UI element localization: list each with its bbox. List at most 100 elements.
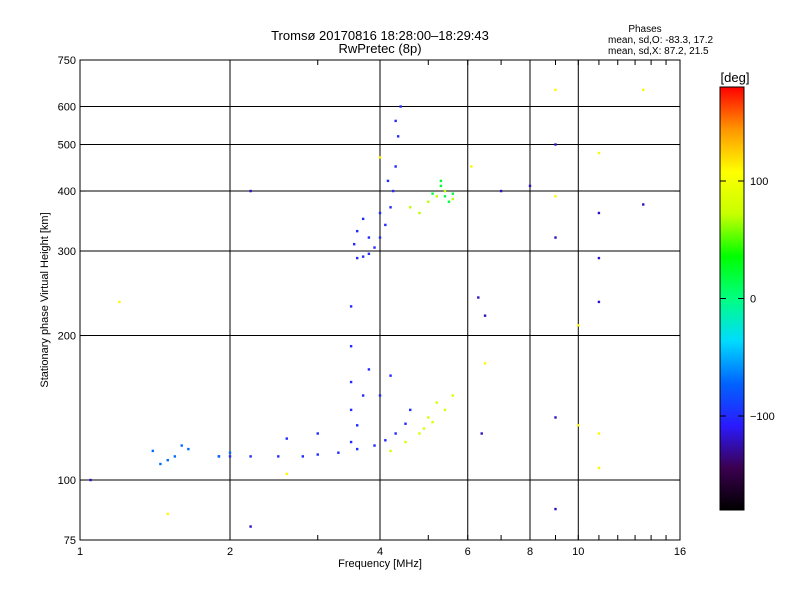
colorbar-label: [deg] [721, 70, 750, 85]
data-point [349, 345, 353, 348]
data-point [427, 416, 430, 419]
data-point [187, 447, 190, 451]
y-tick-label: 300 [58, 246, 76, 258]
data-point [361, 217, 365, 221]
data-point [118, 300, 121, 304]
data-point [355, 229, 359, 233]
x-axis: 1 2 4 6 8 10 16 [77, 60, 686, 558]
data-point [554, 88, 557, 92]
data-point [352, 242, 356, 246]
y-tick-label: 75 [64, 535, 76, 547]
data-point [431, 420, 434, 424]
data-point [166, 458, 169, 462]
data-point [217, 455, 221, 458]
data-point [373, 246, 376, 249]
data-point [597, 300, 601, 304]
colorbar: [deg] [719, 70, 750, 511]
data-point [642, 88, 645, 92]
data-point [355, 256, 359, 260]
data-point [151, 449, 155, 453]
data-point [389, 374, 392, 377]
data-point [361, 394, 365, 397]
x-tick-label: 6 [465, 546, 471, 558]
data-point [554, 195, 557, 198]
phases-stat-o: mean, sd,O: -83.3, 17.2 [608, 35, 713, 46]
data-point [228, 451, 232, 454]
data-point [384, 439, 387, 442]
colorbar-tick-label: 100 [750, 176, 768, 188]
grid-lines [80, 60, 680, 540]
data-point [422, 427, 426, 430]
data-point [277, 455, 280, 458]
y-tick-label: 400 [58, 186, 76, 198]
data-point [597, 211, 601, 215]
data-point [378, 211, 382, 215]
data-point [386, 179, 390, 183]
data-point [642, 203, 645, 206]
data-point [337, 451, 340, 454]
chart-title: Tromsø 20170816 18:28:00–18:29:43 [271, 28, 489, 43]
data-point [577, 424, 580, 427]
data-point [355, 447, 359, 451]
y-tick-label: 750 [58, 55, 76, 67]
colorbar-tick-label: −100 [750, 411, 775, 423]
data-point [431, 192, 434, 195]
data-point [316, 432, 319, 435]
x-tick-label: 2 [227, 546, 233, 558]
data-point [554, 143, 557, 146]
y-axis-label: Stationary phase Virtual Height [km] [39, 212, 51, 387]
data-point [439, 179, 443, 183]
x-tick-label: 1 [77, 546, 83, 558]
data-point [394, 165, 397, 168]
y-tick-label: 100 [58, 475, 76, 487]
x-axis-label: Frequency [MHz] [338, 558, 422, 570]
data-point [447, 200, 451, 203]
data-point [349, 380, 353, 384]
data-point [427, 200, 430, 203]
data-point [159, 462, 162, 466]
data-point [443, 195, 447, 198]
data-point [301, 455, 305, 458]
x-tick-label: 10 [572, 546, 584, 558]
data-point [173, 455, 177, 458]
data-point [480, 432, 483, 435]
x-tick-label: 16 [674, 546, 686, 558]
data-point [597, 466, 601, 470]
data-point [180, 444, 183, 447]
data-point [249, 455, 252, 458]
data-point [394, 119, 397, 123]
data-point [435, 195, 438, 198]
data-point [418, 432, 421, 435]
data-point [384, 223, 387, 227]
phases-title: Phases [628, 24, 661, 35]
data-point [285, 472, 288, 476]
data-point [394, 432, 397, 435]
data-point [528, 184, 532, 188]
data-point [316, 453, 319, 456]
data-point [554, 507, 557, 511]
data-point [483, 362, 487, 365]
x-tick-label: 8 [527, 546, 533, 558]
data-point [483, 314, 487, 317]
data-point [409, 206, 412, 209]
colorbar-ticks: 100 0 −100 [720, 176, 775, 423]
data-point [409, 408, 412, 412]
data-point [391, 189, 395, 193]
data-point [367, 236, 371, 239]
data-point [451, 394, 455, 397]
data-point [470, 165, 473, 168]
data-point [443, 408, 447, 412]
data-point [389, 449, 392, 453]
data-point [443, 189, 447, 193]
data-point [367, 252, 371, 256]
data-point [597, 256, 601, 260]
data-point [349, 408, 353, 412]
data-point [451, 192, 455, 195]
data-point [554, 416, 557, 419]
data-point [418, 211, 421, 215]
y-tick-label: 200 [58, 331, 76, 343]
phases-stat-x: mean, sd,X: 87.2, 21.5 [608, 46, 709, 57]
y-tick-label: 600 [58, 102, 76, 114]
data-point [389, 206, 392, 209]
data-point [404, 440, 407, 444]
